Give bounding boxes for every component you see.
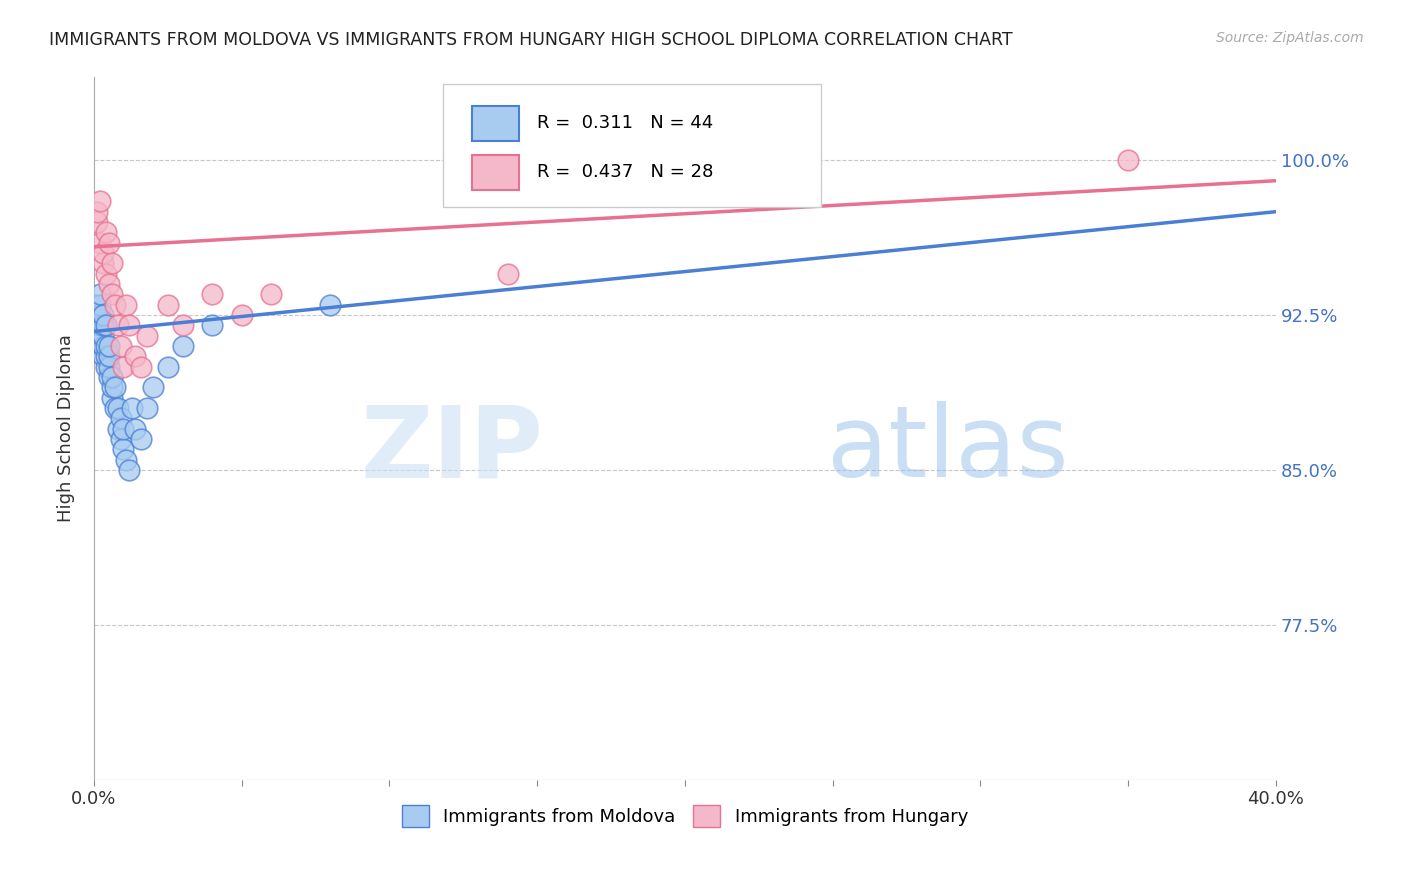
Point xyxy=(319,297,342,311)
Point xyxy=(91,349,114,363)
Point xyxy=(201,287,224,301)
Point xyxy=(94,339,117,353)
Point xyxy=(107,401,129,415)
Point xyxy=(129,432,152,446)
Point xyxy=(107,318,129,333)
Y-axis label: High School Diploma: High School Diploma xyxy=(58,334,75,523)
Point xyxy=(118,463,141,477)
Text: R =  0.311   N = 44: R = 0.311 N = 44 xyxy=(537,114,713,132)
Point xyxy=(89,297,111,311)
Point xyxy=(91,318,114,333)
Point xyxy=(555,153,578,167)
Point xyxy=(112,421,135,435)
Point xyxy=(112,359,135,374)
Point xyxy=(172,318,194,333)
Point xyxy=(91,256,114,270)
Point xyxy=(110,411,132,425)
Point xyxy=(97,349,120,363)
Point xyxy=(100,256,122,270)
Point xyxy=(115,297,138,311)
Point xyxy=(89,308,111,322)
Bar xyxy=(472,154,519,190)
Point xyxy=(104,380,127,394)
Point xyxy=(231,308,253,322)
Point xyxy=(100,287,122,301)
Point xyxy=(136,328,159,343)
Point xyxy=(94,349,117,363)
Point xyxy=(110,432,132,446)
Point xyxy=(115,452,138,467)
Point xyxy=(97,277,120,291)
Point xyxy=(121,401,143,415)
Point xyxy=(86,297,108,311)
Point xyxy=(89,194,111,209)
Point xyxy=(104,297,127,311)
Point xyxy=(112,442,135,457)
Point xyxy=(124,349,146,363)
Point xyxy=(100,391,122,405)
Point xyxy=(156,359,179,374)
Point xyxy=(91,246,114,260)
Point xyxy=(86,318,108,333)
Point xyxy=(118,318,141,333)
Point xyxy=(496,267,519,281)
Point xyxy=(97,359,120,374)
Point xyxy=(107,421,129,435)
Point xyxy=(94,318,117,333)
Point xyxy=(91,308,114,322)
Text: atlas: atlas xyxy=(827,401,1069,498)
Point xyxy=(94,267,117,281)
Point xyxy=(89,287,111,301)
Point xyxy=(136,401,159,415)
Point xyxy=(89,328,111,343)
Point xyxy=(142,380,165,394)
Bar xyxy=(472,105,519,141)
Point xyxy=(172,339,194,353)
Point xyxy=(104,401,127,415)
Point xyxy=(201,318,224,333)
Point xyxy=(86,204,108,219)
Point xyxy=(91,339,114,353)
Text: IMMIGRANTS FROM MOLDOVA VS IMMIGRANTS FROM HUNGARY HIGH SCHOOL DIPLOMA CORRELATI: IMMIGRANTS FROM MOLDOVA VS IMMIGRANTS FR… xyxy=(49,31,1012,49)
Point xyxy=(97,370,120,384)
Point xyxy=(100,370,122,384)
Point xyxy=(91,328,114,343)
Point xyxy=(100,380,122,394)
FancyBboxPatch shape xyxy=(443,85,821,207)
Text: R =  0.437   N = 28: R = 0.437 N = 28 xyxy=(537,163,714,181)
Point xyxy=(156,297,179,311)
Point xyxy=(94,225,117,239)
Text: Source: ZipAtlas.com: Source: ZipAtlas.com xyxy=(1216,31,1364,45)
Text: ZIP: ZIP xyxy=(360,401,543,498)
Point xyxy=(86,308,108,322)
Point xyxy=(86,215,108,229)
Point xyxy=(97,339,120,353)
Point xyxy=(89,235,111,250)
Point xyxy=(97,235,120,250)
Point xyxy=(89,318,111,333)
Point xyxy=(129,359,152,374)
Point xyxy=(110,339,132,353)
Point xyxy=(124,421,146,435)
Point xyxy=(260,287,283,301)
Legend: Immigrants from Moldova, Immigrants from Hungary: Immigrants from Moldova, Immigrants from… xyxy=(394,797,976,834)
Point xyxy=(1116,153,1139,167)
Point xyxy=(94,359,117,374)
